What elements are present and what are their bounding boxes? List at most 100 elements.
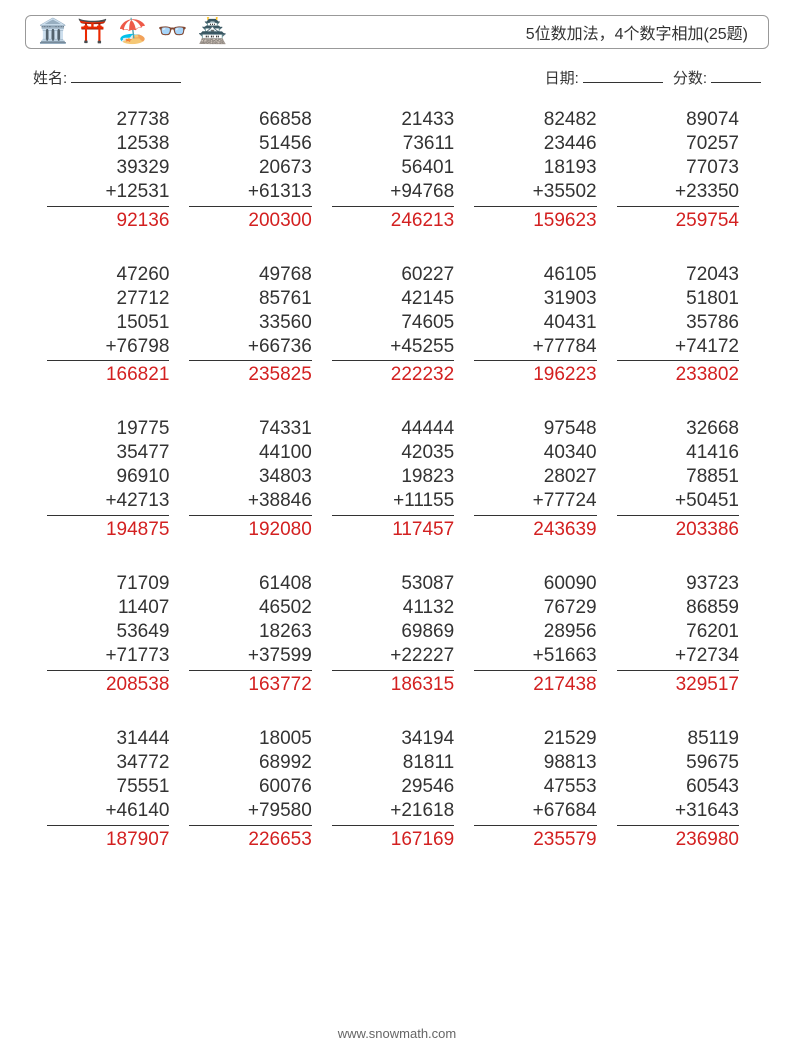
answer: 163772 xyxy=(189,673,311,697)
problem: 890747025777073+23350259754 xyxy=(617,108,747,233)
problem: 851195967560543+31643236980 xyxy=(617,727,747,852)
addend: 11407 xyxy=(47,596,169,620)
addend: 56401 xyxy=(332,156,454,180)
rule-line xyxy=(617,670,739,671)
answer: 233802 xyxy=(617,363,739,387)
addend-last: +22227 xyxy=(332,644,454,668)
answer: 92136 xyxy=(47,209,169,233)
plus-sign: + xyxy=(533,180,544,204)
answer: 236980 xyxy=(617,828,739,852)
addend: 46105 xyxy=(474,263,596,287)
rule-line xyxy=(332,825,454,826)
addend: 76729 xyxy=(474,596,596,620)
plus-sign: + xyxy=(675,489,686,513)
addend: 93723 xyxy=(617,572,739,596)
addend: 34772 xyxy=(47,751,169,775)
addend: 44444 xyxy=(332,417,454,441)
addend: 19775 xyxy=(47,417,169,441)
glasses-icon: 👓 xyxy=(158,20,188,44)
plus-sign: + xyxy=(248,489,259,513)
addend-last: +51663 xyxy=(474,644,596,668)
addend: 20673 xyxy=(189,156,311,180)
score-field: 分数: xyxy=(673,67,761,88)
problem: 314443477275551+46140187907 xyxy=(47,727,177,852)
addend: 60090 xyxy=(474,572,596,596)
addend-last: +38846 xyxy=(189,489,311,513)
addend-last: +94768 xyxy=(332,180,454,204)
problem: 602274214574605+45255222232 xyxy=(332,263,462,388)
addend-last: +79580 xyxy=(189,799,311,823)
answer: 200300 xyxy=(189,209,311,233)
problem: 668585145620673+61313200300 xyxy=(189,108,319,233)
temple-icon: 🏯 xyxy=(198,20,228,44)
date-label: 日期: xyxy=(545,67,579,88)
answer: 235825 xyxy=(189,363,311,387)
addend: 44100 xyxy=(189,441,311,465)
problem: 600907672928956+51663217438 xyxy=(474,572,604,697)
addend: 41416 xyxy=(617,441,739,465)
answer: 259754 xyxy=(617,209,739,233)
addend: 74605 xyxy=(332,311,454,335)
answer: 243639 xyxy=(474,518,596,542)
rule-line xyxy=(617,825,739,826)
addend: 74331 xyxy=(189,417,311,441)
addend: 28027 xyxy=(474,465,596,489)
addend: 35477 xyxy=(47,441,169,465)
addend-last: +50451 xyxy=(617,489,739,513)
rule-line xyxy=(47,515,169,516)
addend-last: +21618 xyxy=(332,799,454,823)
addend-last: +23350 xyxy=(617,180,739,204)
addend: 34194 xyxy=(332,727,454,751)
footer-url: www.snowmath.com xyxy=(338,1026,456,1041)
addend: 18193 xyxy=(474,156,596,180)
rule-line xyxy=(332,515,454,516)
problem: 461053190340431+77784196223 xyxy=(474,263,604,388)
rule-line xyxy=(332,360,454,361)
plus-sign: + xyxy=(390,644,401,668)
addend: 77073 xyxy=(617,156,739,180)
addend: 97548 xyxy=(474,417,596,441)
answer: 192080 xyxy=(189,518,311,542)
addend: 23446 xyxy=(474,132,596,156)
addend: 60227 xyxy=(332,263,454,287)
addend: 68992 xyxy=(189,751,311,775)
addend-last: +76798 xyxy=(47,335,169,359)
addend: 47260 xyxy=(47,263,169,287)
answer: 222232 xyxy=(332,363,454,387)
plus-sign: + xyxy=(393,489,404,513)
plus-sign: + xyxy=(675,335,686,359)
date-field: 日期: xyxy=(545,67,663,88)
addend: 96910 xyxy=(47,465,169,489)
rule-line xyxy=(47,360,169,361)
plus-sign: + xyxy=(533,489,544,513)
addend-last: +11155 xyxy=(332,489,454,513)
addend: 34803 xyxy=(189,465,311,489)
rule-line xyxy=(47,670,169,671)
name-field: 姓名: xyxy=(33,67,181,88)
addend: 51456 xyxy=(189,132,311,156)
addend-last: +46140 xyxy=(47,799,169,823)
problem: 197753547796910+42713194875 xyxy=(47,417,177,542)
plus-sign: + xyxy=(390,180,401,204)
problem: 215299881347553+67684235579 xyxy=(474,727,604,852)
addend: 18005 xyxy=(189,727,311,751)
addend: 60076 xyxy=(189,775,311,799)
addend-last: +12531 xyxy=(47,180,169,204)
addend: 75551 xyxy=(47,775,169,799)
problem: 720435180135786+74172233802 xyxy=(617,263,747,388)
problem: 472602771215051+76798166821 xyxy=(47,263,177,388)
plus-sign: + xyxy=(675,799,686,823)
addend: 40340 xyxy=(474,441,596,465)
rule-line xyxy=(189,825,311,826)
addend: 85119 xyxy=(617,727,739,751)
answer: 117457 xyxy=(332,518,454,542)
beach-icon: 🏖️ xyxy=(118,20,148,44)
rule-line xyxy=(332,206,454,207)
name-label: 姓名: xyxy=(33,67,67,88)
addend: 59675 xyxy=(617,751,739,775)
answer: 226653 xyxy=(189,828,311,852)
addend-last: +37599 xyxy=(189,644,311,668)
addend: 31903 xyxy=(474,287,596,311)
score-line xyxy=(711,67,761,83)
answer: 186315 xyxy=(332,673,454,697)
